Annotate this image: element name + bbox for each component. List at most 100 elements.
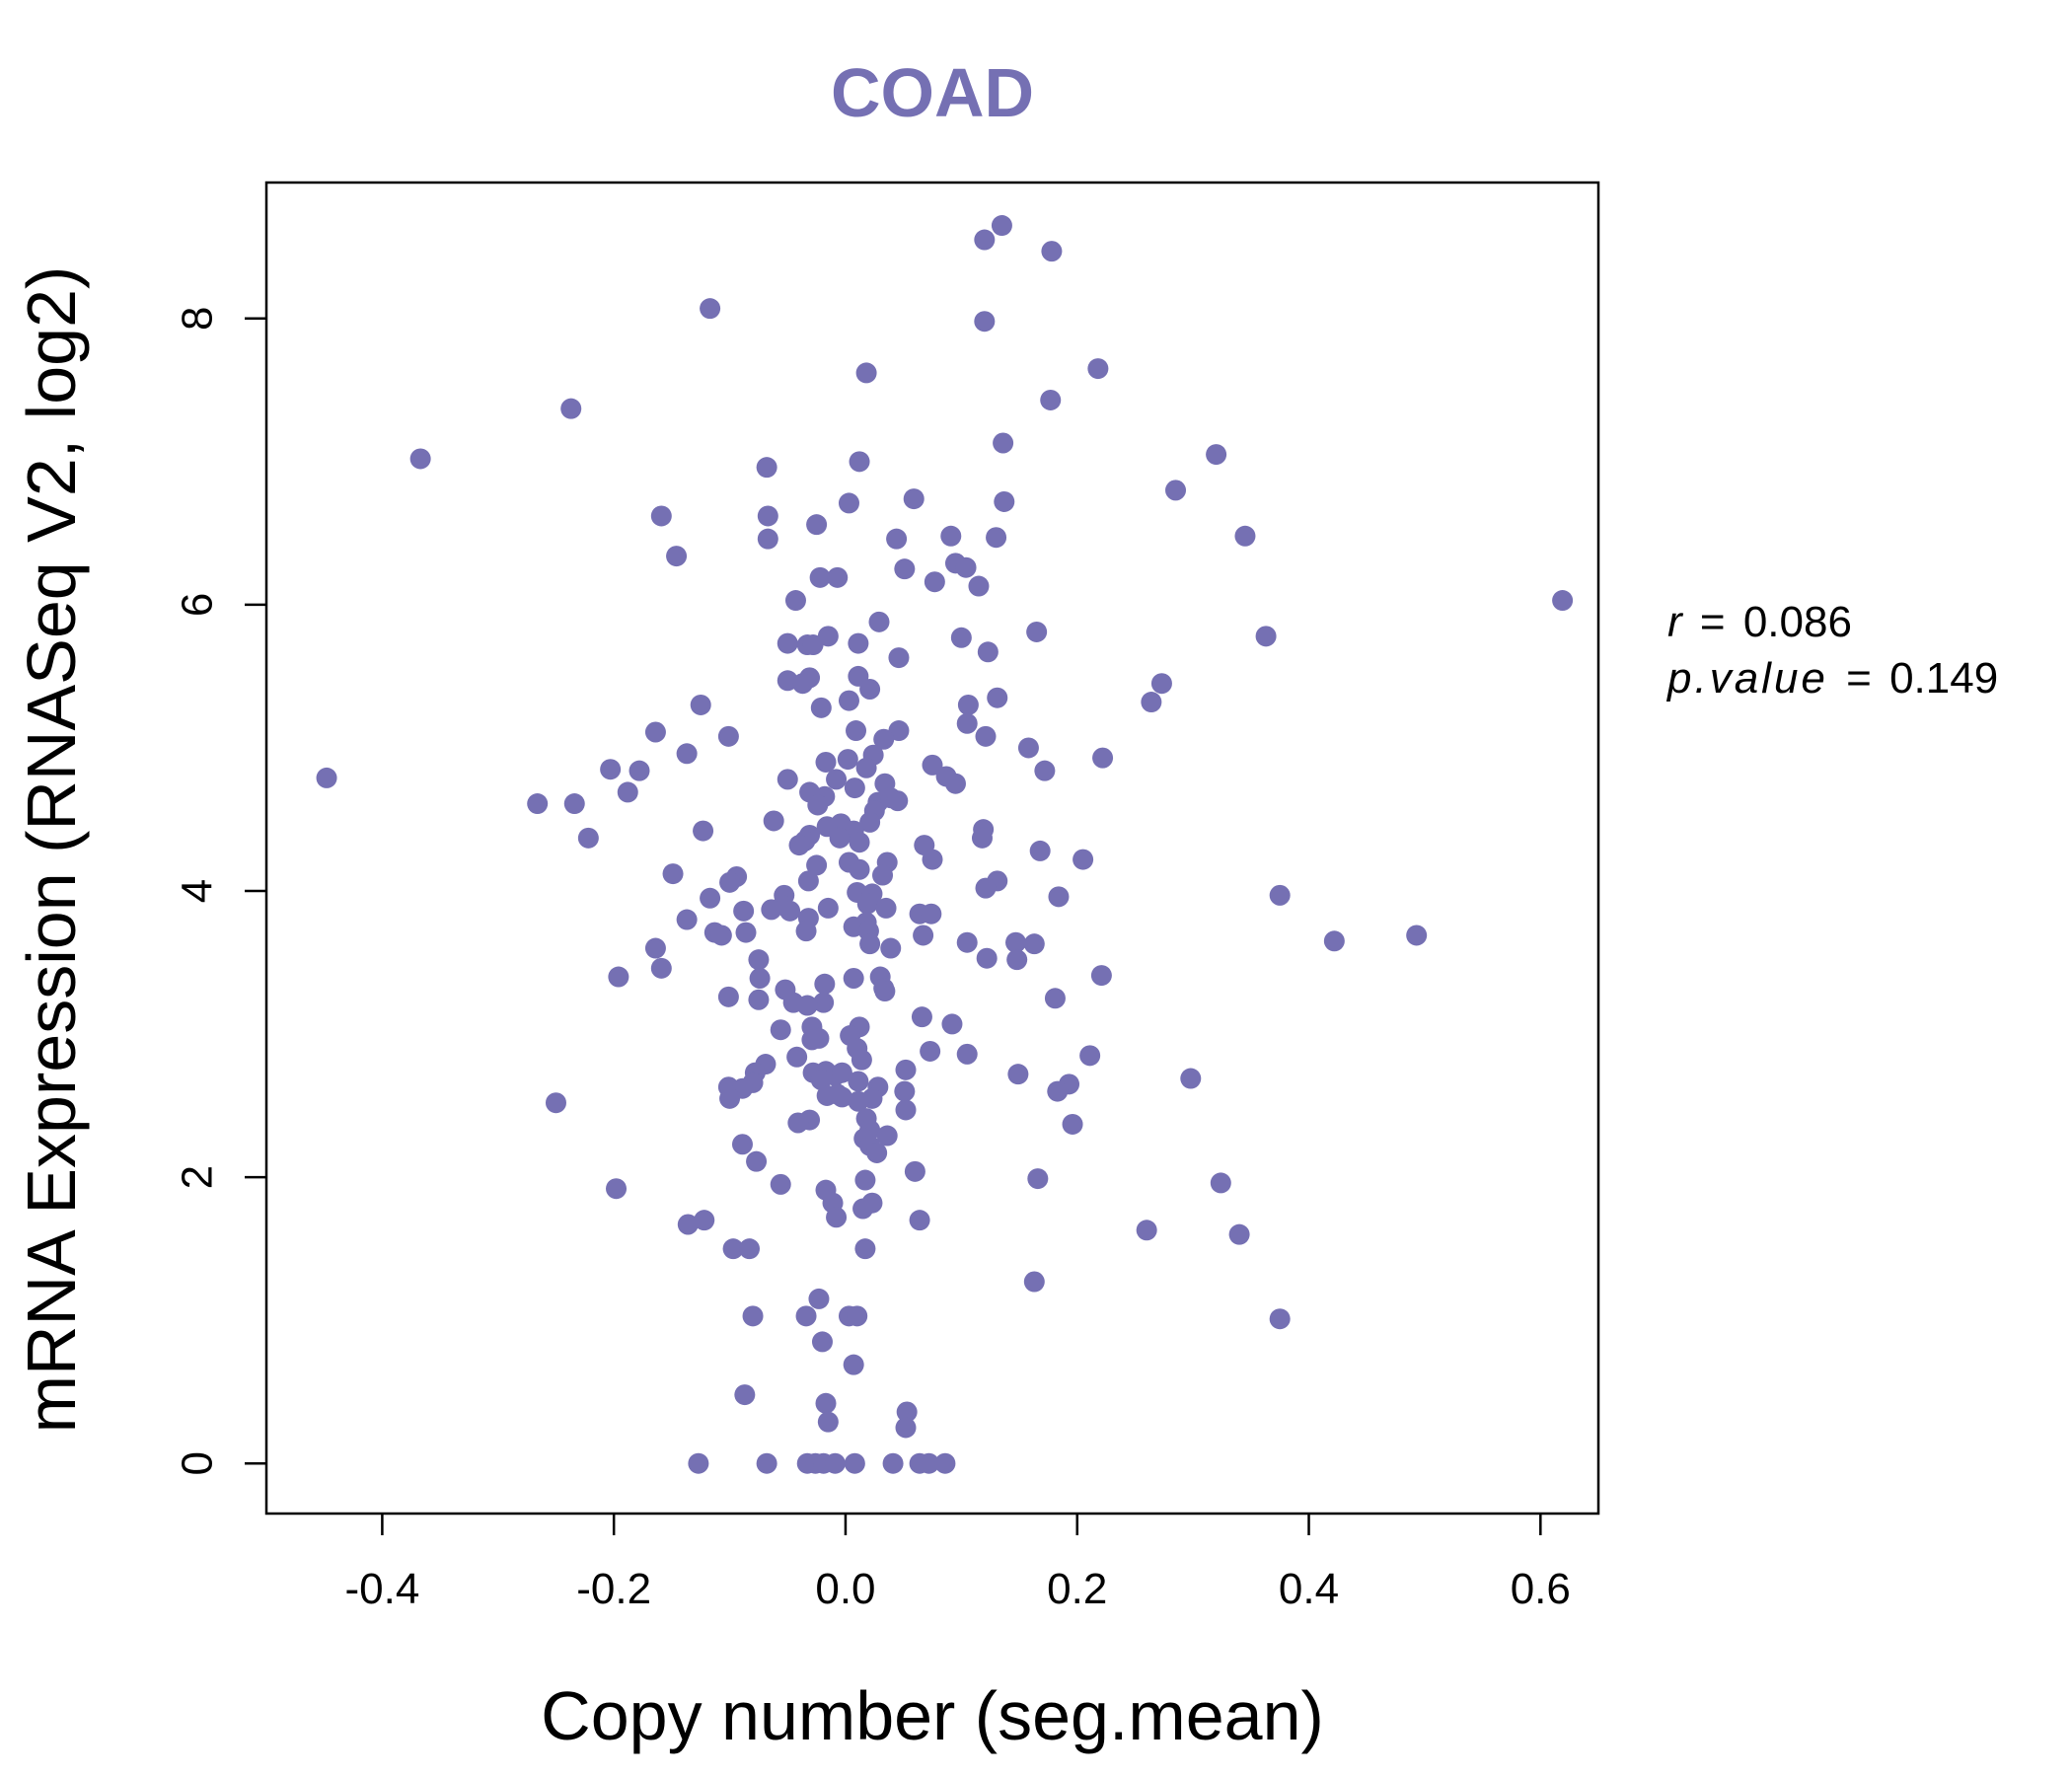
data-point bbox=[644, 721, 666, 743]
data-point bbox=[921, 903, 942, 925]
data-point bbox=[807, 794, 829, 816]
data-point bbox=[777, 632, 798, 654]
data-point bbox=[824, 1452, 846, 1474]
data-point bbox=[811, 1331, 833, 1353]
data-point bbox=[855, 757, 877, 778]
data-point bbox=[748, 989, 770, 1010]
data-point bbox=[719, 1087, 741, 1109]
data-point bbox=[563, 793, 585, 815]
data-point bbox=[875, 897, 897, 919]
data-point bbox=[874, 981, 896, 1002]
data-point bbox=[838, 690, 859, 711]
data-point bbox=[849, 451, 870, 473]
data-point bbox=[527, 793, 549, 815]
data-point bbox=[617, 781, 638, 803]
data-point bbox=[829, 827, 851, 849]
data-point bbox=[795, 921, 817, 942]
data-point bbox=[993, 432, 1014, 454]
data-point bbox=[777, 769, 798, 790]
data-point bbox=[1269, 1308, 1291, 1330]
data-point bbox=[788, 835, 810, 856]
data-point bbox=[816, 1084, 838, 1106]
data-point bbox=[1406, 925, 1428, 946]
data-point bbox=[1206, 444, 1227, 466]
data-point bbox=[941, 1013, 963, 1035]
data-point bbox=[844, 777, 865, 799]
p-value: 0.149 bbox=[1889, 654, 1998, 703]
data-point bbox=[826, 1207, 848, 1228]
data-point bbox=[719, 871, 741, 893]
data-point bbox=[894, 558, 916, 580]
data-point bbox=[903, 488, 925, 510]
data-point bbox=[806, 854, 828, 876]
p-label: p.value bbox=[1665, 654, 1828, 703]
data-point bbox=[847, 1305, 868, 1327]
data-point bbox=[1007, 1064, 1029, 1085]
data-point bbox=[955, 556, 977, 578]
y-axis-label: mRNA Expression (RNASeq V2, log2) bbox=[13, 266, 90, 1434]
y-tick-label: 0 bbox=[174, 1451, 222, 1475]
data-point bbox=[676, 909, 698, 930]
chart-title: COAD bbox=[831, 54, 1034, 131]
data-points bbox=[316, 215, 1574, 1474]
data-point bbox=[1023, 933, 1045, 955]
data-point bbox=[742, 1305, 764, 1327]
data-point bbox=[545, 1092, 566, 1114]
data-point bbox=[666, 546, 688, 567]
x-tick-label: -0.4 bbox=[344, 1565, 419, 1613]
data-point bbox=[1040, 389, 1062, 410]
data-point bbox=[904, 1160, 925, 1182]
data-point bbox=[735, 922, 757, 943]
data-point bbox=[770, 1173, 791, 1195]
data-point bbox=[688, 1452, 709, 1474]
data-point bbox=[815, 1392, 837, 1414]
data-point bbox=[761, 899, 782, 921]
stats-annotation: r = 0.086 p.value = 0.149 bbox=[1665, 598, 1998, 703]
data-point bbox=[749, 967, 771, 989]
data-point bbox=[887, 790, 909, 812]
data-point bbox=[1090, 965, 1112, 987]
data-point bbox=[1552, 590, 1574, 612]
data-point bbox=[746, 1150, 768, 1172]
data-point bbox=[801, 1029, 823, 1051]
data-point bbox=[896, 1401, 918, 1423]
data-point bbox=[757, 528, 778, 550]
data-point bbox=[918, 1452, 939, 1474]
data-point bbox=[717, 725, 739, 747]
data-point bbox=[748, 949, 770, 971]
data-point bbox=[922, 849, 943, 870]
data-point bbox=[763, 810, 784, 832]
data-point bbox=[873, 728, 895, 750]
data-point bbox=[844, 1452, 865, 1474]
data-point bbox=[757, 505, 778, 527]
x-tick-label: -0.2 bbox=[576, 1565, 651, 1613]
data-point bbox=[975, 877, 997, 899]
data-point bbox=[913, 925, 934, 946]
x-tick-label: 0.4 bbox=[1279, 1565, 1339, 1613]
data-point bbox=[808, 1288, 830, 1309]
data-point bbox=[1041, 241, 1063, 262]
data-point bbox=[831, 1086, 852, 1108]
data-point bbox=[827, 566, 849, 588]
data-point bbox=[852, 1198, 874, 1220]
data-point bbox=[1073, 849, 1094, 870]
y-tick-label: 6 bbox=[174, 593, 222, 617]
data-point bbox=[600, 759, 622, 780]
data-point bbox=[848, 1071, 869, 1092]
x-axis: -0.4 -0.2 0.0 0.2 0.4 0.6 bbox=[344, 1514, 1571, 1613]
svg-text:p.value = 0.149: p.value = 0.149 bbox=[1665, 654, 1998, 703]
y-tick-label: 8 bbox=[174, 307, 222, 331]
data-point bbox=[971, 827, 993, 849]
data-point bbox=[1323, 930, 1345, 952]
data-point bbox=[944, 773, 966, 794]
data-point bbox=[1234, 525, 1256, 547]
svg-text:r = 0.086: r = 0.086 bbox=[1667, 598, 1852, 646]
data-point bbox=[1044, 988, 1066, 1009]
data-point bbox=[991, 215, 1012, 237]
data-point bbox=[1092, 747, 1114, 769]
data-point bbox=[1029, 840, 1051, 861]
data-point bbox=[650, 957, 672, 979]
data-point bbox=[717, 986, 739, 1007]
data-point bbox=[770, 1019, 791, 1041]
